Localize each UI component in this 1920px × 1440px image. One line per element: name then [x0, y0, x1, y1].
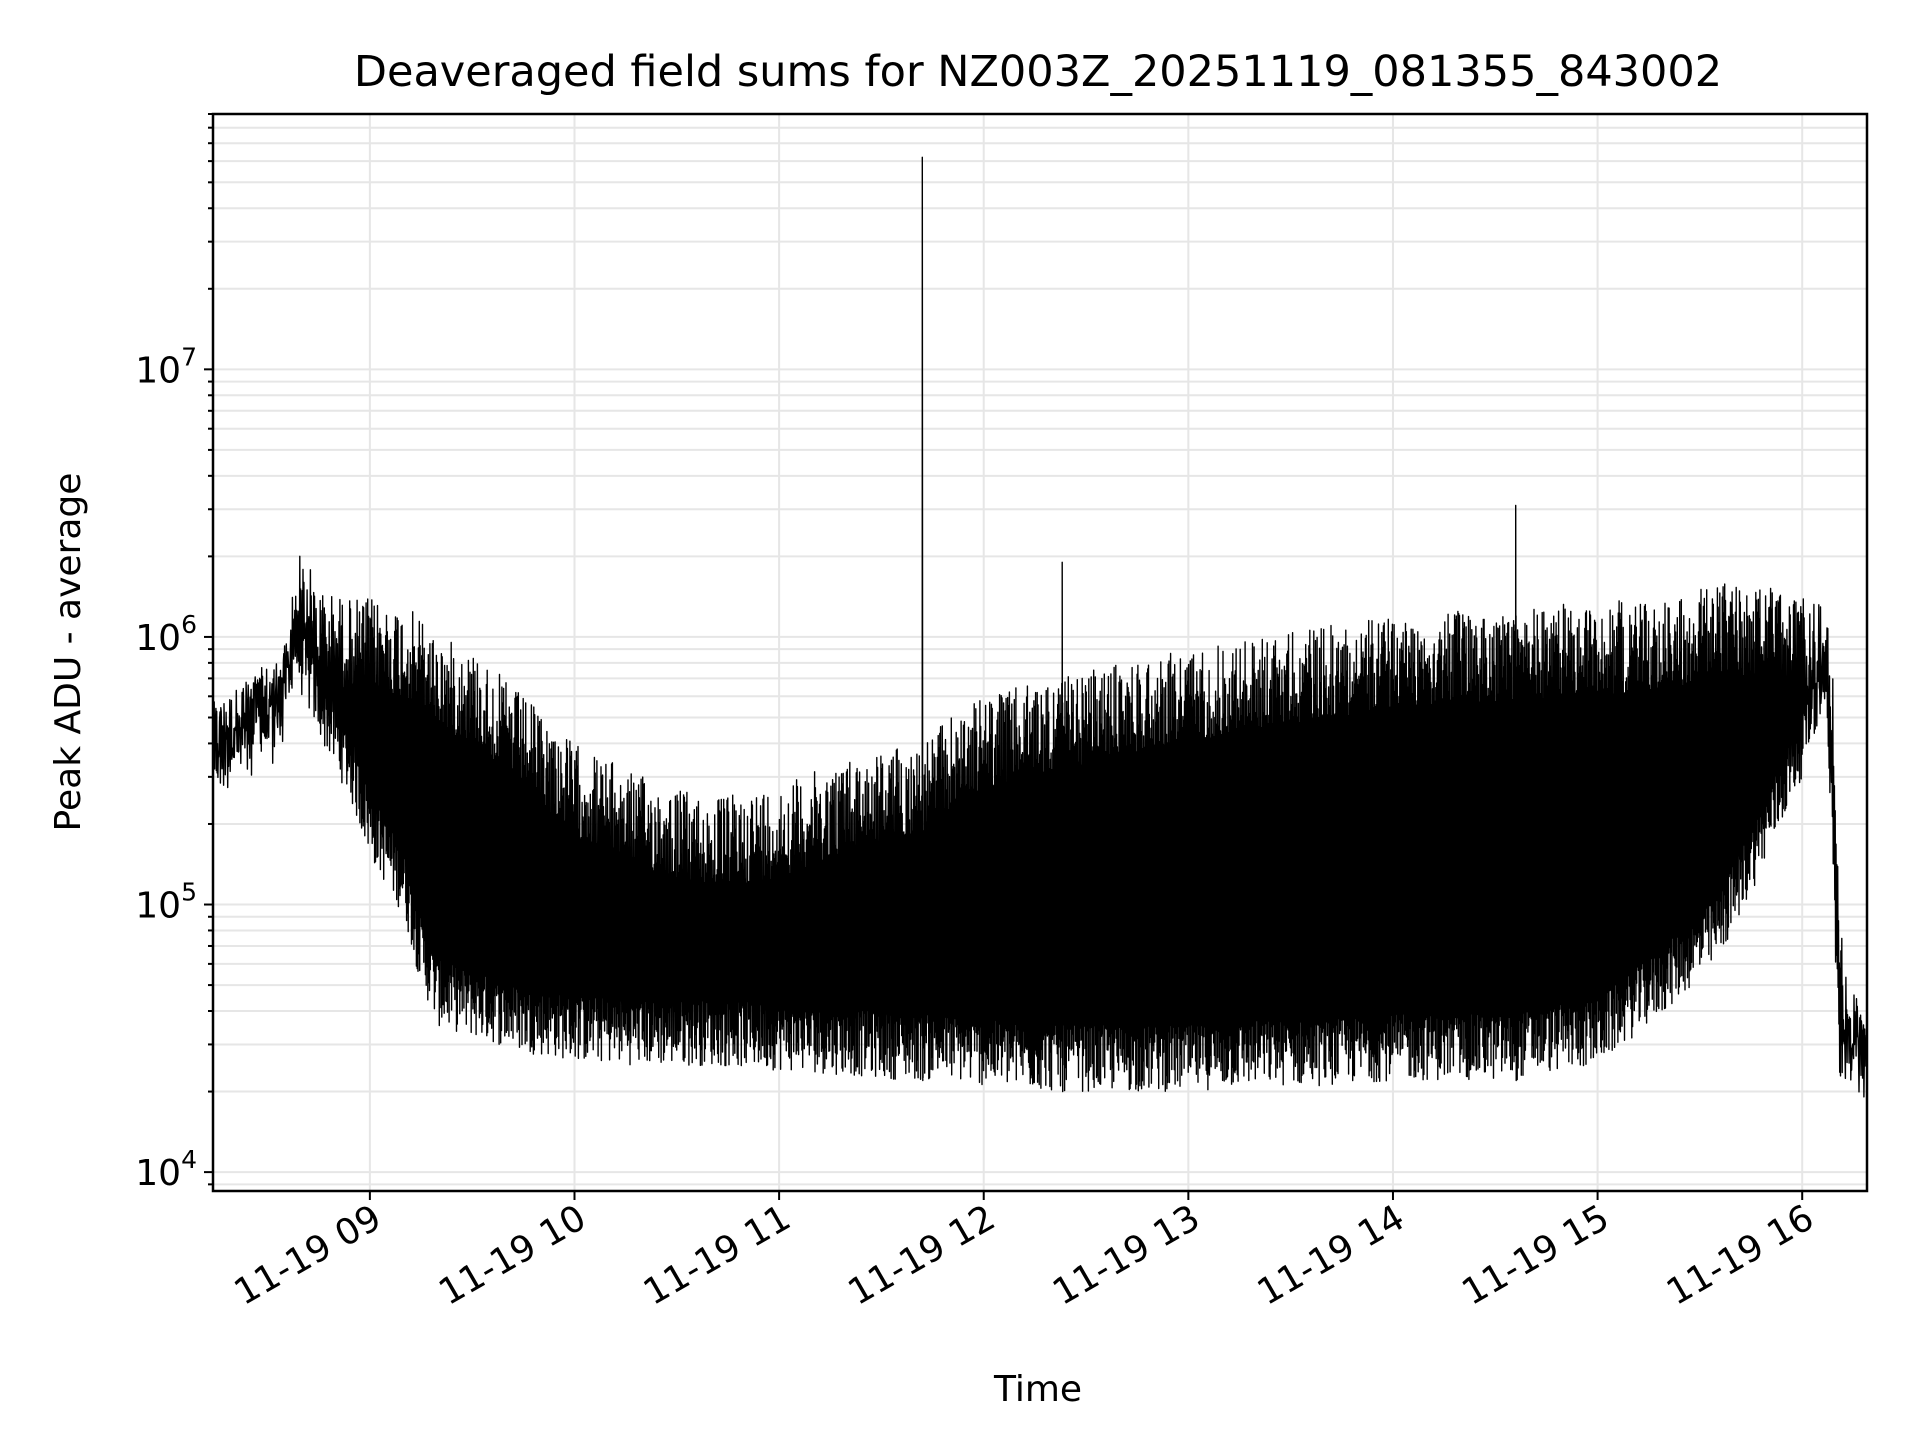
plot-frame: [211, 112, 1869, 1193]
y-tick-label: 104: [135, 1145, 197, 1194]
chart-title: Deaveraged field sums for NZ003Z_2025111…: [354, 47, 1722, 97]
x-axis-label: Time: [993, 1369, 1082, 1410]
y-tick-label: 107: [135, 342, 197, 391]
y-tick-label: 106: [135, 610, 197, 659]
y-tick-label: 105: [135, 878, 197, 927]
y-axis-label: Peak ADU - average: [48, 473, 89, 832]
y-axis-label-wrap: Peak ADU - average: [48, 473, 89, 832]
series-line-0: [212, 156, 1868, 1098]
series-layer: [212, 156, 1868, 1098]
